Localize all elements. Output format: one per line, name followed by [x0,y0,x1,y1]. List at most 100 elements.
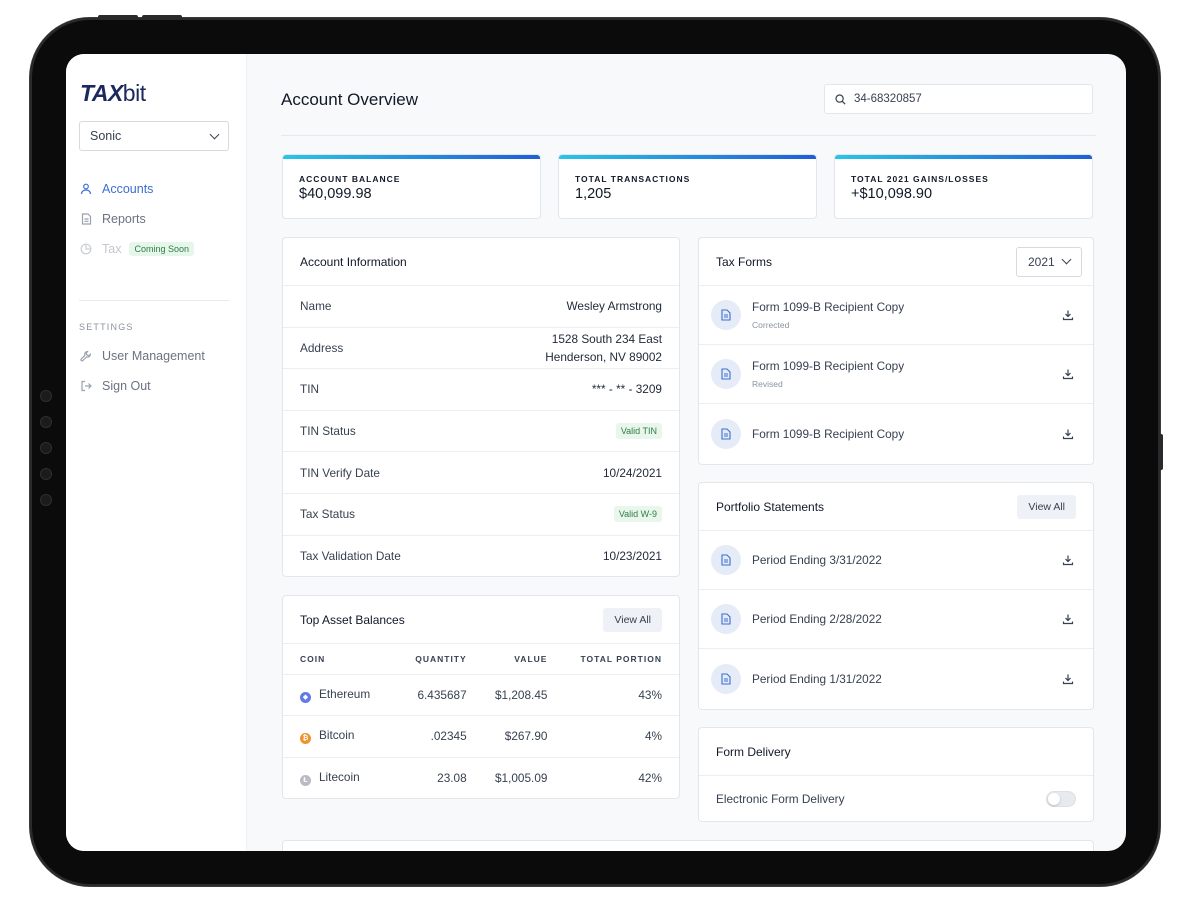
info-label: TIN Status [300,424,356,439]
chevron-down-icon [1061,254,1072,265]
coin-cell: Ł Litecoin [283,757,404,798]
sidebar-divider [79,300,230,301]
download-icon[interactable] [1062,428,1074,440]
coin-name: Litecoin [319,770,360,784]
sidebar-item-sign-out[interactable]: Sign Out [79,371,234,401]
stat-card-total-transactions: TOTAL TRANSACTIONS 1,205 [558,154,817,219]
year-select[interactable]: 2021 [1016,246,1082,277]
view-all-button[interactable]: View All [1017,494,1076,519]
address-line-2: Henderson, NV 89002 [545,349,662,364]
electronic-delivery-toggle[interactable] [1046,791,1076,807]
toggle-label: Electronic Form Delivery [716,792,845,806]
tax-form-row[interactable]: Form 1099-B Recipient Copy [699,404,1093,463]
card-header: Form Delivery [699,728,1093,776]
tax-form-status: Corrected [752,320,790,330]
statement-row[interactable]: Period Ending 3/31/2022 [699,531,1093,590]
document-icon [711,545,741,575]
download-icon[interactable] [1062,554,1074,566]
sidebar-item-tax: Tax Coming Soon [79,234,234,264]
value-cell: $267.90 [483,715,565,758]
sidebar-nav: Accounts Reports Tax Coming Soon [79,174,234,264]
value-cell: $1,208.45 [483,674,565,716]
form-delivery-row: Electronic Form Delivery [699,776,1093,821]
form-delivery-card: Form Delivery Electronic Form Delivery [698,727,1094,822]
volume-button [98,15,138,19]
stat-value: 1,205 [575,186,612,202]
value-cell: $1,005.09 [494,771,548,785]
info-label: Tax Status [300,507,356,522]
ethereum-icon: ◆ [300,691,311,703]
info-row-name: Name Wesley Armstrong [283,286,679,328]
address-line-1: 1528 South 234 East [551,331,662,346]
pie-chart-icon [79,242,93,256]
stat-label: TOTAL 2021 GAINS/LOSSES [851,174,989,184]
statement-row[interactable]: Period Ending 2/28/2022 [699,590,1093,649]
tax-form-text: Form 1099-B Recipient Copy [752,427,904,441]
sidebar-item-label: User Management [102,349,205,363]
download-icon[interactable] [1062,613,1074,625]
sidebar-item-reports[interactable]: Reports [79,204,234,234]
document-icon [711,663,741,694]
view-all-button[interactable]: View All [603,607,662,632]
card-header: Account Information [283,238,679,286]
table-row[interactable]: ◆ Ethereum 6.435687 $1,208.45 43% [283,674,679,716]
stat-value: $40,099.98 [299,186,372,202]
info-value: Wesley Armstrong [566,299,663,314]
table-row[interactable]: ₿ Bitcoin .02345 $267.90 4% [283,715,679,758]
tax-form-row[interactable]: Form 1099-B Recipient Copy Revised [699,345,1093,404]
sign-out-icon [79,379,93,393]
statement-row[interactable]: Period Ending 1/31/2022 [699,649,1093,708]
quantity-cell: 6.435687 [404,674,484,716]
document-icon [711,300,741,330]
coin-name: Bitcoin [319,728,355,743]
settings-nav: User Management Sign Out [79,341,234,401]
sidebar-item-accounts[interactable]: Accounts [79,174,234,204]
info-row-tin-verify-date: TIN Verify Date 10/24/2021 [283,452,679,494]
info-value: 10/24/2021 [602,465,662,480]
statement-title: Period Ending 1/31/2022 [752,671,882,686]
card-title: Tax Forms [716,254,773,269]
statement-title: Period Ending 2/28/2022 [752,612,882,626]
stat-label: TOTAL TRANSACTIONS [575,174,691,184]
column-header: COIN [283,644,405,675]
info-label: TIN Verify Date [300,465,380,480]
stat-value: +$10,098.90 [851,186,933,202]
account-information-card: Account Information Name Wesley Armstron… [282,237,680,577]
org-select[interactable]: Sonic [79,121,229,151]
quantity-cell: .02345 [404,715,484,758]
coming-soon-badge: Coming Soon [129,242,194,256]
document-icon [711,418,741,449]
assets-table: COIN QUANTITY VALUE TOTAL PORTION ◆ Ether… [283,644,679,798]
tax-form-title: Form 1099-B Recipient Copy [752,359,905,373]
info-label: TIN [300,382,320,397]
power-button [1159,434,1163,470]
stat-card-account-balance: ACCOUNT BALANCE $40,099.98 [282,154,541,219]
sidebar-item-user-management[interactable]: User Management [79,341,234,371]
card-header: Portfolio Statements View All [699,483,1093,531]
info-row-address: Address 1528 South 234 East Henderson, N… [283,328,679,370]
card-header: Top Asset Balances View All [283,596,679,644]
info-label: Address [300,340,344,355]
download-icon[interactable] [1062,673,1074,685]
table-header-row: COIN QUANTITY VALUE TOTAL PORTION [283,644,679,675]
taxbit-logo[interactable]: TAXbit [80,80,146,106]
info-row-tax-status: Tax Status Valid W-9 [283,494,679,536]
portion-cell: 43% [564,674,679,716]
header-divider [281,135,1096,136]
status-badge: Valid W-9 [613,506,662,523]
user-icon [79,182,93,196]
download-icon[interactable] [1062,368,1074,380]
tax-form-row[interactable]: Form 1099-B Recipient Copy Corrected [699,286,1093,345]
sidebar-item-label: Reports [102,212,146,226]
portfolio-statements-card: Portfolio Statements View All Period End… [698,482,1094,710]
download-icon[interactable] [1062,309,1074,321]
table-row[interactable]: Ł Litecoin 23.08 $1,005.09 42% [283,757,679,798]
partial-card [282,840,1094,851]
tax-form-text: Form 1099-B Recipient Copy Revised [752,359,904,389]
info-row-tax-validation-date: Tax Validation Date 10/23/2021 [283,536,679,576]
sidebar-item-label: Accounts [102,182,154,196]
info-value: 10/23/2021 [602,549,662,564]
volume-button [142,15,182,19]
portion-cell: 4% [564,715,679,758]
search-input[interactable]: 34-68320857 [824,84,1093,114]
